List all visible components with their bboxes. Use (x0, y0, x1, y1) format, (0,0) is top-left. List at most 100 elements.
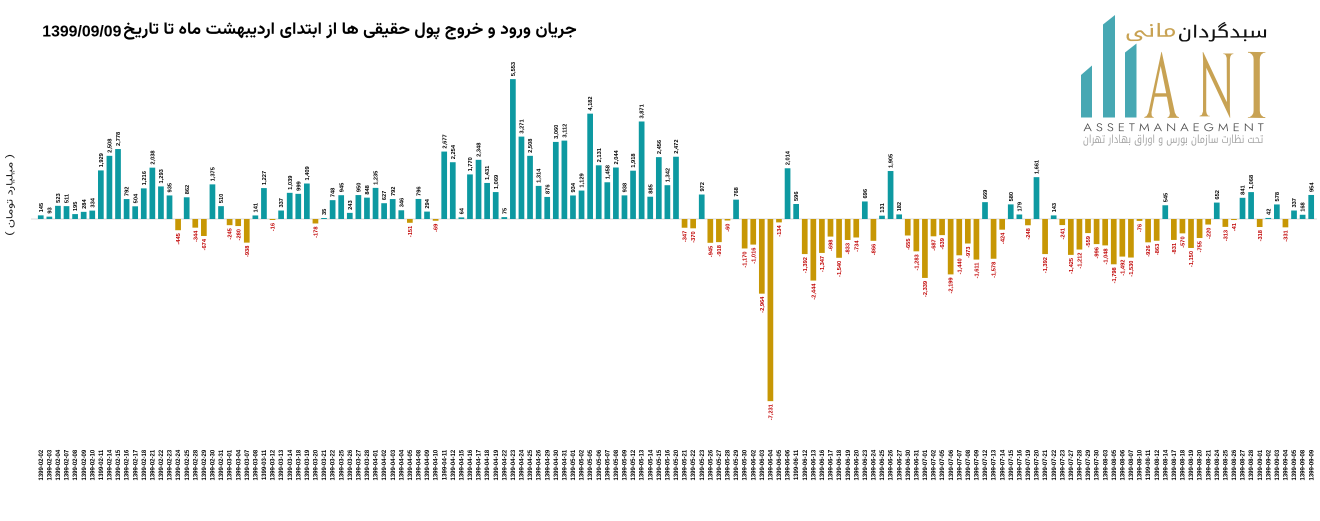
svg-text:1399-03-27: 1399-03-27 (356, 449, 362, 480)
svg-text:669: 669 (983, 190, 989, 200)
svg-text:2,677: 2,677 (442, 134, 448, 148)
svg-text:1399-06-27: 1399-06-27 (897, 449, 903, 480)
svg-text:1,235: 1,235 (374, 171, 380, 185)
svg-text:1399-08-17: 1399-08-17 (1172, 449, 1178, 480)
svg-text:1399-04-02: 1399-04-02 (382, 449, 388, 480)
svg-text:1399-03-26: 1399-03-26 (348, 449, 354, 480)
svg-text:848: 848 (365, 185, 371, 195)
svg-text:1399-04-09: 1399-04-09 (425, 449, 431, 480)
svg-text:768: 768 (734, 187, 740, 197)
svg-text:1399-07-23: 1399-07-23 (1060, 449, 1066, 480)
svg-text:545: 545 (1163, 193, 1169, 203)
svg-text:1,069: 1,069 (494, 175, 500, 189)
svg-text:938: 938 (623, 183, 629, 193)
svg-text:-996: -996 (1095, 247, 1101, 258)
svg-text:-570: -570 (1181, 236, 1187, 247)
svg-text:1399-07-06: 1399-07-06 (949, 449, 955, 480)
svg-text:2,348: 2,348 (477, 143, 483, 157)
svg-text:2,456: 2,456 (657, 140, 663, 154)
svg-text:143: 143 (1052, 203, 1058, 213)
svg-text:1399-07-05: 1399-07-05 (940, 449, 946, 480)
svg-text:1399-07-22: 1399-07-22 (1052, 449, 1058, 480)
svg-text:1399-03-01: 1399-03-01 (228, 449, 234, 480)
svg-text:1399-06-19: 1399-06-19 (846, 449, 852, 480)
svg-text:1399-05-05: 1399-05-05 (588, 449, 594, 480)
svg-text:1399-02-15: 1399-02-15 (116, 449, 122, 480)
svg-text:627: 627 (382, 191, 388, 201)
svg-text:1399-03-20: 1399-03-20 (314, 449, 320, 480)
svg-text:243: 243 (348, 200, 354, 210)
svg-text:-1,016: -1,016 (751, 248, 757, 264)
svg-text:337: 337 (1292, 198, 1298, 208)
svg-text:1399-07-12: 1399-07-12 (983, 449, 989, 480)
svg-text:-1,492: -1,492 (1120, 260, 1126, 276)
svg-text:1399-06-02: 1399-06-02 (751, 449, 757, 480)
svg-text:1399-09-02: 1399-09-02 (1266, 449, 1272, 480)
svg-text:796: 796 (417, 186, 423, 196)
svg-text:-370: -370 (691, 231, 697, 242)
svg-text:-2,339: -2,339 (923, 281, 929, 297)
svg-text:-178: -178 (314, 226, 320, 237)
svg-text:1399-04-05: 1399-04-05 (408, 449, 414, 480)
svg-text:1399-05-28: 1399-05-28 (726, 449, 732, 480)
svg-text:1399-08-19: 1399-08-19 (1189, 449, 1195, 480)
svg-text:75: 75 (502, 208, 508, 214)
svg-text:1399-02-09: 1399-02-09 (82, 449, 88, 480)
svg-text:-1,170: -1,170 (743, 251, 749, 267)
svg-text:1399-06-16: 1399-06-16 (820, 449, 826, 480)
svg-text:1399-04-19: 1399-04-19 (494, 449, 500, 480)
svg-text:523: 523 (56, 193, 62, 203)
svg-text:1399-07-14: 1399-07-14 (1000, 449, 1006, 480)
svg-text:1,129: 1,129 (580, 173, 586, 187)
svg-text:-220: -220 (1206, 228, 1212, 239)
svg-text:1399-08-18: 1399-08-18 (1181, 449, 1187, 480)
svg-text:1399-06-25: 1399-06-25 (880, 449, 886, 480)
svg-text:1399-08-21: 1399-08-21 (1206, 449, 1212, 480)
svg-text:1399-03-08: 1399-03-08 (253, 449, 259, 480)
svg-text:1399-09-08: 1399-09-08 (1301, 449, 1307, 480)
svg-text:1399-05-16: 1399-05-16 (665, 449, 671, 480)
svg-text:1399-08-05: 1399-08-05 (1112, 449, 1118, 480)
svg-text:-1,150: -1,150 (1189, 251, 1195, 267)
svg-text:1399-02-16: 1399-02-16 (125, 449, 131, 480)
svg-text:1399-07-07: 1399-07-07 (957, 449, 963, 480)
svg-text:-1,212: -1,212 (1078, 253, 1084, 269)
svg-text:1399-08-26: 1399-08-26 (1232, 449, 1238, 480)
svg-text:42: 42 (1266, 209, 1272, 215)
svg-text:1399-05-20: 1399-05-20 (674, 449, 680, 480)
svg-text:1399-04-23: 1399-04-23 (511, 449, 517, 480)
svg-text:-7,231: -7,231 (769, 404, 775, 420)
svg-text:1399-04-17: 1399-04-17 (477, 449, 483, 480)
svg-text:1399-05-09: 1399-05-09 (623, 449, 629, 480)
svg-text:2,038: 2,038 (150, 150, 156, 164)
svg-text:1,068: 1,068 (1249, 175, 1255, 189)
svg-text:1399-04-04: 1399-04-04 (399, 449, 405, 480)
svg-text:1399-09-09: 1399-09-09 (1309, 449, 1315, 480)
svg-text:4,182: 4,182 (588, 96, 594, 110)
svg-text:1399-06-03: 1399-06-03 (760, 449, 766, 480)
svg-text:-134: -134 (777, 225, 783, 237)
svg-text:-2,199: -2,199 (949, 277, 955, 293)
svg-text:1399-02-18: 1399-02-18 (142, 449, 148, 480)
svg-text:-1,392: -1,392 (1043, 257, 1049, 273)
svg-text:-331: -331 (1284, 230, 1290, 241)
svg-text:284: 284 (82, 199, 88, 209)
svg-text:-248: -248 (1026, 228, 1032, 239)
svg-text:-866: -866 (872, 244, 878, 255)
svg-text:1399-04-18: 1399-04-18 (485, 449, 491, 480)
svg-text:-2,444: -2,444 (811, 283, 817, 300)
svg-text:131: 131 (880, 203, 886, 213)
svg-text:578: 578 (1275, 192, 1281, 202)
svg-text:1399-08-07: 1399-08-07 (1129, 449, 1135, 480)
svg-text:1,918: 1,918 (631, 153, 637, 167)
svg-text:-674: -674 (202, 238, 208, 250)
svg-text:1,216: 1,216 (142, 171, 148, 185)
svg-text:1399-06-11: 1399-06-11 (794, 449, 800, 480)
svg-text:1399-05-29: 1399-05-29 (734, 449, 740, 480)
svg-text:1,409: 1,409 (305, 166, 311, 180)
svg-text:-698: -698 (829, 240, 835, 251)
svg-text:1399-04-26: 1399-04-26 (537, 449, 543, 480)
svg-text:1399-05-01: 1399-05-01 (571, 449, 577, 480)
svg-text:1399-07-09: 1399-07-09 (975, 449, 981, 480)
svg-text:179: 179 (1017, 202, 1023, 211)
